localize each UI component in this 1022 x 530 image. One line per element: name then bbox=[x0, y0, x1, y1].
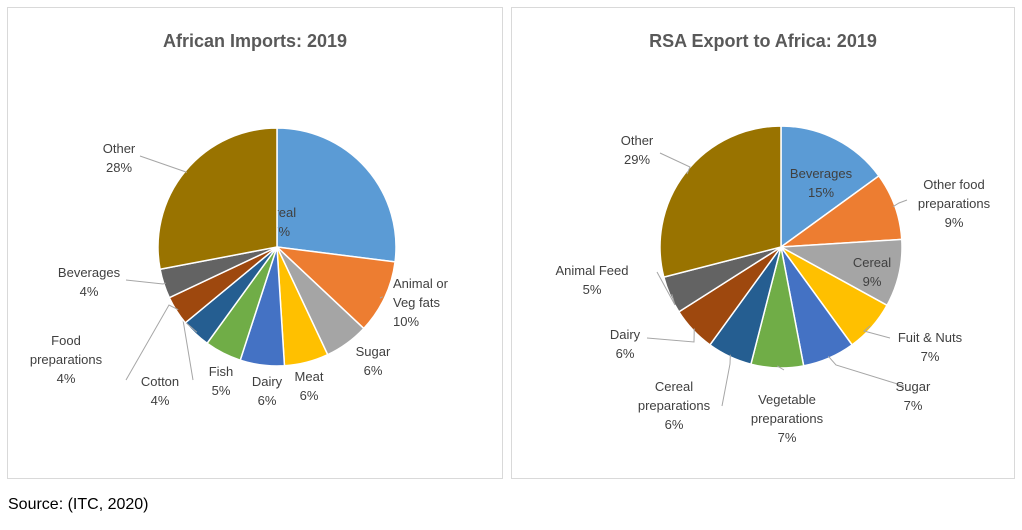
leader-line-sugar bbox=[827, 355, 905, 387]
data-label-animal-or-veg-fats: Animal or Veg fats 10% bbox=[393, 276, 449, 329]
pie-slice-other bbox=[659, 125, 782, 279]
source-note: Source: (ITC, 2020) bbox=[8, 496, 149, 513]
data-label-meat: Meat 6% bbox=[295, 369, 324, 403]
chart-title: African Imports: 2019 bbox=[162, 31, 348, 51]
data-label-beverages: Beverages 15% bbox=[790, 166, 853, 200]
chart-panel-african-imports: African Imports: 2019 Cereal27%Animal or… bbox=[7, 7, 503, 479]
leader-line-food-preparations bbox=[125, 304, 179, 381]
leader-line-other bbox=[659, 152, 691, 175]
data-label-other: Other 28% bbox=[103, 141, 136, 175]
data-label-cereal: Cereal 9% bbox=[853, 255, 891, 289]
data-label-cotton: Cotton 4% bbox=[141, 374, 179, 408]
leader-line-other-food-preparations bbox=[892, 199, 908, 208]
data-label-cereal-preparations: Cereal preparations 6% bbox=[638, 379, 711, 432]
data-label-other: Other 29% bbox=[621, 133, 654, 167]
pie-slice-animal-or-veg-fats bbox=[274, 245, 396, 330]
leader-line-dairy bbox=[646, 328, 695, 343]
leader-line-fuit-nuts bbox=[862, 325, 891, 339]
data-label-sugar: Sugar 6% bbox=[356, 344, 391, 378]
leader-line-animal-feed bbox=[656, 271, 676, 306]
leader-line-beverages bbox=[125, 279, 166, 285]
leader-line-other bbox=[139, 155, 188, 173]
data-label-fuit-nuts: Fuit & Nuts 7% bbox=[898, 330, 963, 364]
data-label-dairy: Dairy 6% bbox=[252, 374, 283, 408]
pie-chart-rsa-export: Beverages 15% Other food preparations 9% Cere… bbox=[556, 125, 991, 445]
data-label-animal-feed: Animal Feed 5% bbox=[556, 263, 629, 297]
chart-panel-rsa-export: RSA Export to Africa: 2019 Beverages 15% O… bbox=[511, 7, 1015, 479]
data-label-food-preparations: Food preparations 4% bbox=[30, 333, 103, 386]
leader-line-animal-or-veg-fats bbox=[379, 296, 384, 299]
leader-line-vegetable-preparations bbox=[777, 365, 785, 371]
data-label-dairy: Dairy 6% bbox=[610, 327, 641, 361]
chart-title: RSA Export to Africa: 2019 bbox=[649, 31, 877, 51]
data-label-other-food-preparations: Other food preparations 9% bbox=[918, 177, 991, 230]
data-label-fish: Fish 5% bbox=[209, 364, 234, 398]
pie-slice-cereal bbox=[276, 127, 397, 263]
data-label-sugar: Sugar 7% bbox=[896, 379, 931, 413]
data-label-beverages: Beverages 4% bbox=[58, 265, 121, 299]
data-label-vegetable-preparations: Vegetable preparations 7% bbox=[751, 392, 824, 445]
pie-slice-other bbox=[157, 127, 278, 271]
leader-line-cereal-preparations bbox=[721, 354, 731, 407]
pie-slice-beverages bbox=[780, 125, 880, 249]
